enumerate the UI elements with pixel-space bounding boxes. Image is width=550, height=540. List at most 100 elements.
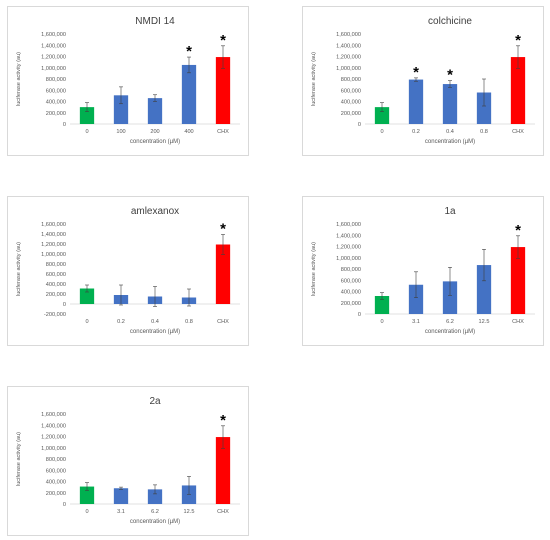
y-tick-label: 200,000: [46, 292, 66, 298]
bar: [181, 64, 197, 124]
y-tick-label: 600,000: [46, 468, 66, 474]
y-tick-label: -200,000: [44, 312, 66, 318]
y-tick-label: 800,000: [46, 262, 66, 268]
y-tick-label: 1,200,000: [41, 435, 66, 441]
x-tick-label: 0.8: [185, 319, 193, 325]
x-tick-label: 400: [184, 129, 193, 135]
y-tick-label: 1,200,000: [336, 55, 361, 61]
y-tick-label: 1,000,000: [41, 66, 66, 72]
bar: [374, 296, 390, 314]
x-tick-label: 6.2: [446, 319, 454, 325]
chart-panel-colchicine: colchicine luciferase activity (au) 0 200,0…: [302, 6, 544, 156]
significance-marker: *: [220, 412, 226, 429]
y-tick-label: 1,600,000: [41, 222, 66, 228]
y-tick-label: 800,000: [341, 267, 361, 273]
x-axis-label: concentration (µM): [425, 139, 475, 145]
x-tick-label: 3.1: [117, 509, 125, 515]
bar: [113, 95, 129, 124]
x-axis-label: concentration (µM): [130, 329, 180, 335]
x-tick-label: 100: [116, 129, 125, 135]
x-tick-label: CHX: [217, 509, 229, 515]
x-tick-label: 0.4: [151, 319, 159, 325]
y-tick-label: 1,400,000: [41, 43, 66, 49]
x-tick-label: 0.4: [446, 129, 454, 135]
y-tick-label: 1,000,000: [336, 66, 361, 72]
x-tick-label: 0: [85, 509, 88, 515]
y-tick-label: 1,200,000: [336, 245, 361, 251]
y-tick-label: 400,000: [341, 100, 361, 106]
x-axis-label: concentration (µM): [130, 139, 180, 145]
bar: [442, 281, 458, 314]
bar: [79, 288, 95, 304]
chart-panel-nmdi14: NMDI 14 luciferase activity (au) 0 200,000 4…: [7, 6, 249, 156]
y-tick-label: 1,000,000: [41, 446, 66, 452]
y-tick-label: 1,400,000: [41, 423, 66, 429]
x-axis-label: concentration (µM): [425, 329, 475, 335]
y-tick-label: 600,000: [46, 272, 66, 278]
y-tick-label: 1,200,000: [41, 55, 66, 61]
y-axis-label: luciferase activity (au): [16, 242, 22, 296]
y-tick-label: 0: [63, 502, 66, 508]
x-tick-label: 0.2: [412, 129, 420, 135]
y-tick-label: 200,000: [341, 301, 361, 307]
x-tick-label: 12.5: [184, 509, 195, 515]
significance-marker: *: [220, 32, 226, 49]
bar: [215, 437, 231, 504]
chart-svg: amlexanox luciferase activity (au) -200,00…: [16, 206, 240, 335]
significance-marker: *: [186, 43, 192, 60]
x-tick-label: CHX: [512, 319, 524, 325]
chart-panel-1a: 1a luciferase activity (au) 0 200,000 400,00…: [302, 196, 544, 346]
y-tick-label: 800,000: [46, 77, 66, 83]
y-tick-label: 1,000,000: [41, 252, 66, 258]
y-tick-label: 1,600,000: [336, 222, 361, 228]
bar: [147, 489, 163, 504]
significance-marker: *: [413, 64, 419, 81]
y-tick-label: 1,400,000: [336, 233, 361, 239]
y-tick-label: 600,000: [46, 88, 66, 94]
chart-panel-amlexanox: amlexanox luciferase activity (au) -200,00…: [7, 196, 249, 346]
y-axis-label: luciferase activity (au): [16, 432, 22, 486]
y-tick-label: 1,400,000: [41, 232, 66, 238]
bar: [476, 265, 492, 314]
chart-title: NMDI 14: [135, 16, 175, 27]
bar: [476, 92, 492, 124]
y-tick-label: 200,000: [341, 111, 361, 117]
chart-svg: NMDI 14 luciferase activity (au) 0 200,000 4…: [16, 16, 240, 145]
chart-panel-2a: 2a luciferase activity (au) 0 200,000 400,00…: [7, 386, 249, 536]
bar: [79, 486, 95, 504]
chart-svg: colchicine luciferase activity (au) 0 200,0…: [311, 16, 535, 145]
chart-svg: 2a luciferase activity (au) 0 200,000 400,00…: [16, 396, 240, 525]
y-tick-label: 0: [358, 122, 361, 128]
x-tick-label: 6.2: [151, 509, 159, 515]
y-tick-label: 0: [63, 302, 66, 308]
x-tick-label: 200: [150, 129, 159, 135]
y-tick-label: 800,000: [341, 77, 361, 83]
x-tick-label: 0: [380, 319, 383, 325]
chart-title: 1a: [444, 206, 456, 217]
y-tick-label: 600,000: [341, 88, 361, 94]
bar: [408, 284, 424, 314]
bar: [113, 488, 129, 504]
significance-marker: *: [515, 222, 521, 239]
bar: [442, 84, 458, 124]
y-tick-label: 400,000: [46, 480, 66, 486]
bar: [147, 98, 163, 124]
bar: [408, 79, 424, 124]
bar: [215, 244, 231, 304]
x-tick-label: CHX: [217, 319, 229, 325]
x-tick-label: 0.2: [117, 319, 125, 325]
x-tick-label: CHX: [512, 129, 524, 135]
chart-title: amlexanox: [131, 206, 179, 217]
y-axis-label: luciferase activity (au): [311, 242, 317, 296]
bar: [215, 57, 231, 124]
bar: [510, 247, 526, 314]
y-tick-label: 0: [63, 122, 66, 128]
x-tick-label: 0: [85, 129, 88, 135]
y-tick-label: 600,000: [341, 278, 361, 284]
bar: [79, 107, 95, 124]
y-tick-label: 800,000: [46, 457, 66, 463]
y-axis-label: luciferase activity (au): [16, 52, 22, 106]
x-tick-label: 3.1: [412, 319, 420, 325]
y-axis-label: luciferase activity (au): [311, 52, 317, 106]
y-tick-label: 200,000: [46, 491, 66, 497]
